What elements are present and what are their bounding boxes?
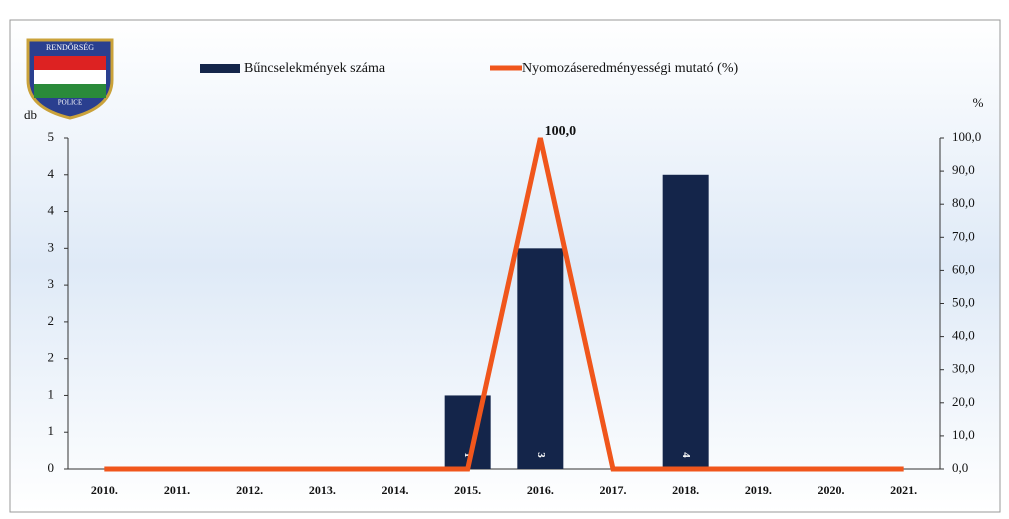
y-tick-label: 4 bbox=[48, 203, 55, 218]
y2-tick-label: 0,0 bbox=[952, 460, 968, 475]
y-tick-label: 2 bbox=[48, 350, 55, 365]
line-value-label: 100,0 bbox=[545, 124, 577, 139]
y-tick-label: 2 bbox=[48, 313, 55, 328]
y2-tick-label: 100,0 bbox=[952, 129, 981, 144]
x-tick-label: 2011. bbox=[164, 483, 190, 497]
y-tick-label: 1 bbox=[48, 386, 55, 401]
legend-label: Nyomozáseredményességi mutató (%) bbox=[522, 61, 738, 76]
logo-bottom: POLICE bbox=[58, 99, 83, 107]
y2-tick-label: 40,0 bbox=[952, 328, 975, 343]
y-tick-label: 0 bbox=[48, 460, 55, 475]
y2-tick-label: 30,0 bbox=[952, 361, 975, 376]
bar-value-label: 4 bbox=[680, 452, 692, 458]
x-tick-label: 2020. bbox=[818, 483, 845, 497]
legend-swatch bbox=[200, 64, 240, 73]
y2-tick-label: 60,0 bbox=[952, 261, 975, 276]
y-tick-label: 4 bbox=[48, 166, 55, 181]
y-tick-label: 1 bbox=[48, 423, 55, 438]
y2-tick-label: 10,0 bbox=[952, 427, 975, 442]
x-tick-label: 2016. bbox=[527, 483, 554, 497]
logo-top: RENDŐRSÉG bbox=[46, 42, 94, 52]
x-tick-label: 2010. bbox=[91, 483, 118, 497]
x-tick-label: 2012. bbox=[236, 483, 263, 497]
bar bbox=[517, 248, 564, 469]
y2-tick-label: 20,0 bbox=[952, 394, 975, 409]
x-tick-label: 2018. bbox=[672, 483, 699, 497]
y2-tick-label: 50,0 bbox=[952, 294, 975, 309]
bar-value-label: 1 bbox=[462, 452, 474, 458]
y-axis-title: db bbox=[24, 107, 37, 122]
x-tick-label: 2015. bbox=[454, 483, 481, 497]
y2-tick-label: 80,0 bbox=[952, 195, 975, 210]
line bbox=[104, 137, 904, 472]
bar-value-label: 3 bbox=[535, 452, 547, 458]
y2-axis-title: % bbox=[973, 95, 984, 110]
legend-label: Bűncselekmények száma bbox=[244, 61, 386, 76]
x-tick-label: 2014. bbox=[382, 483, 409, 497]
frame bbox=[9, 19, 1001, 513]
logo: RENDŐRSÉG POLICE bbox=[26, 38, 114, 120]
x-tick-label: 2019. bbox=[745, 483, 772, 497]
y-tick-label: 3 bbox=[48, 276, 55, 291]
y-tick-label: 3 bbox=[48, 239, 55, 254]
y2-tick-label: 90,0 bbox=[952, 162, 975, 177]
x-tick-label: 2013. bbox=[309, 483, 336, 497]
y2-tick-label: 70,0 bbox=[952, 228, 975, 243]
bar bbox=[662, 174, 709, 469]
y-tick-label: 5 bbox=[48, 129, 55, 144]
x-tick-label: 2021. bbox=[890, 483, 917, 497]
x-tick-label: 2017. bbox=[600, 483, 627, 497]
